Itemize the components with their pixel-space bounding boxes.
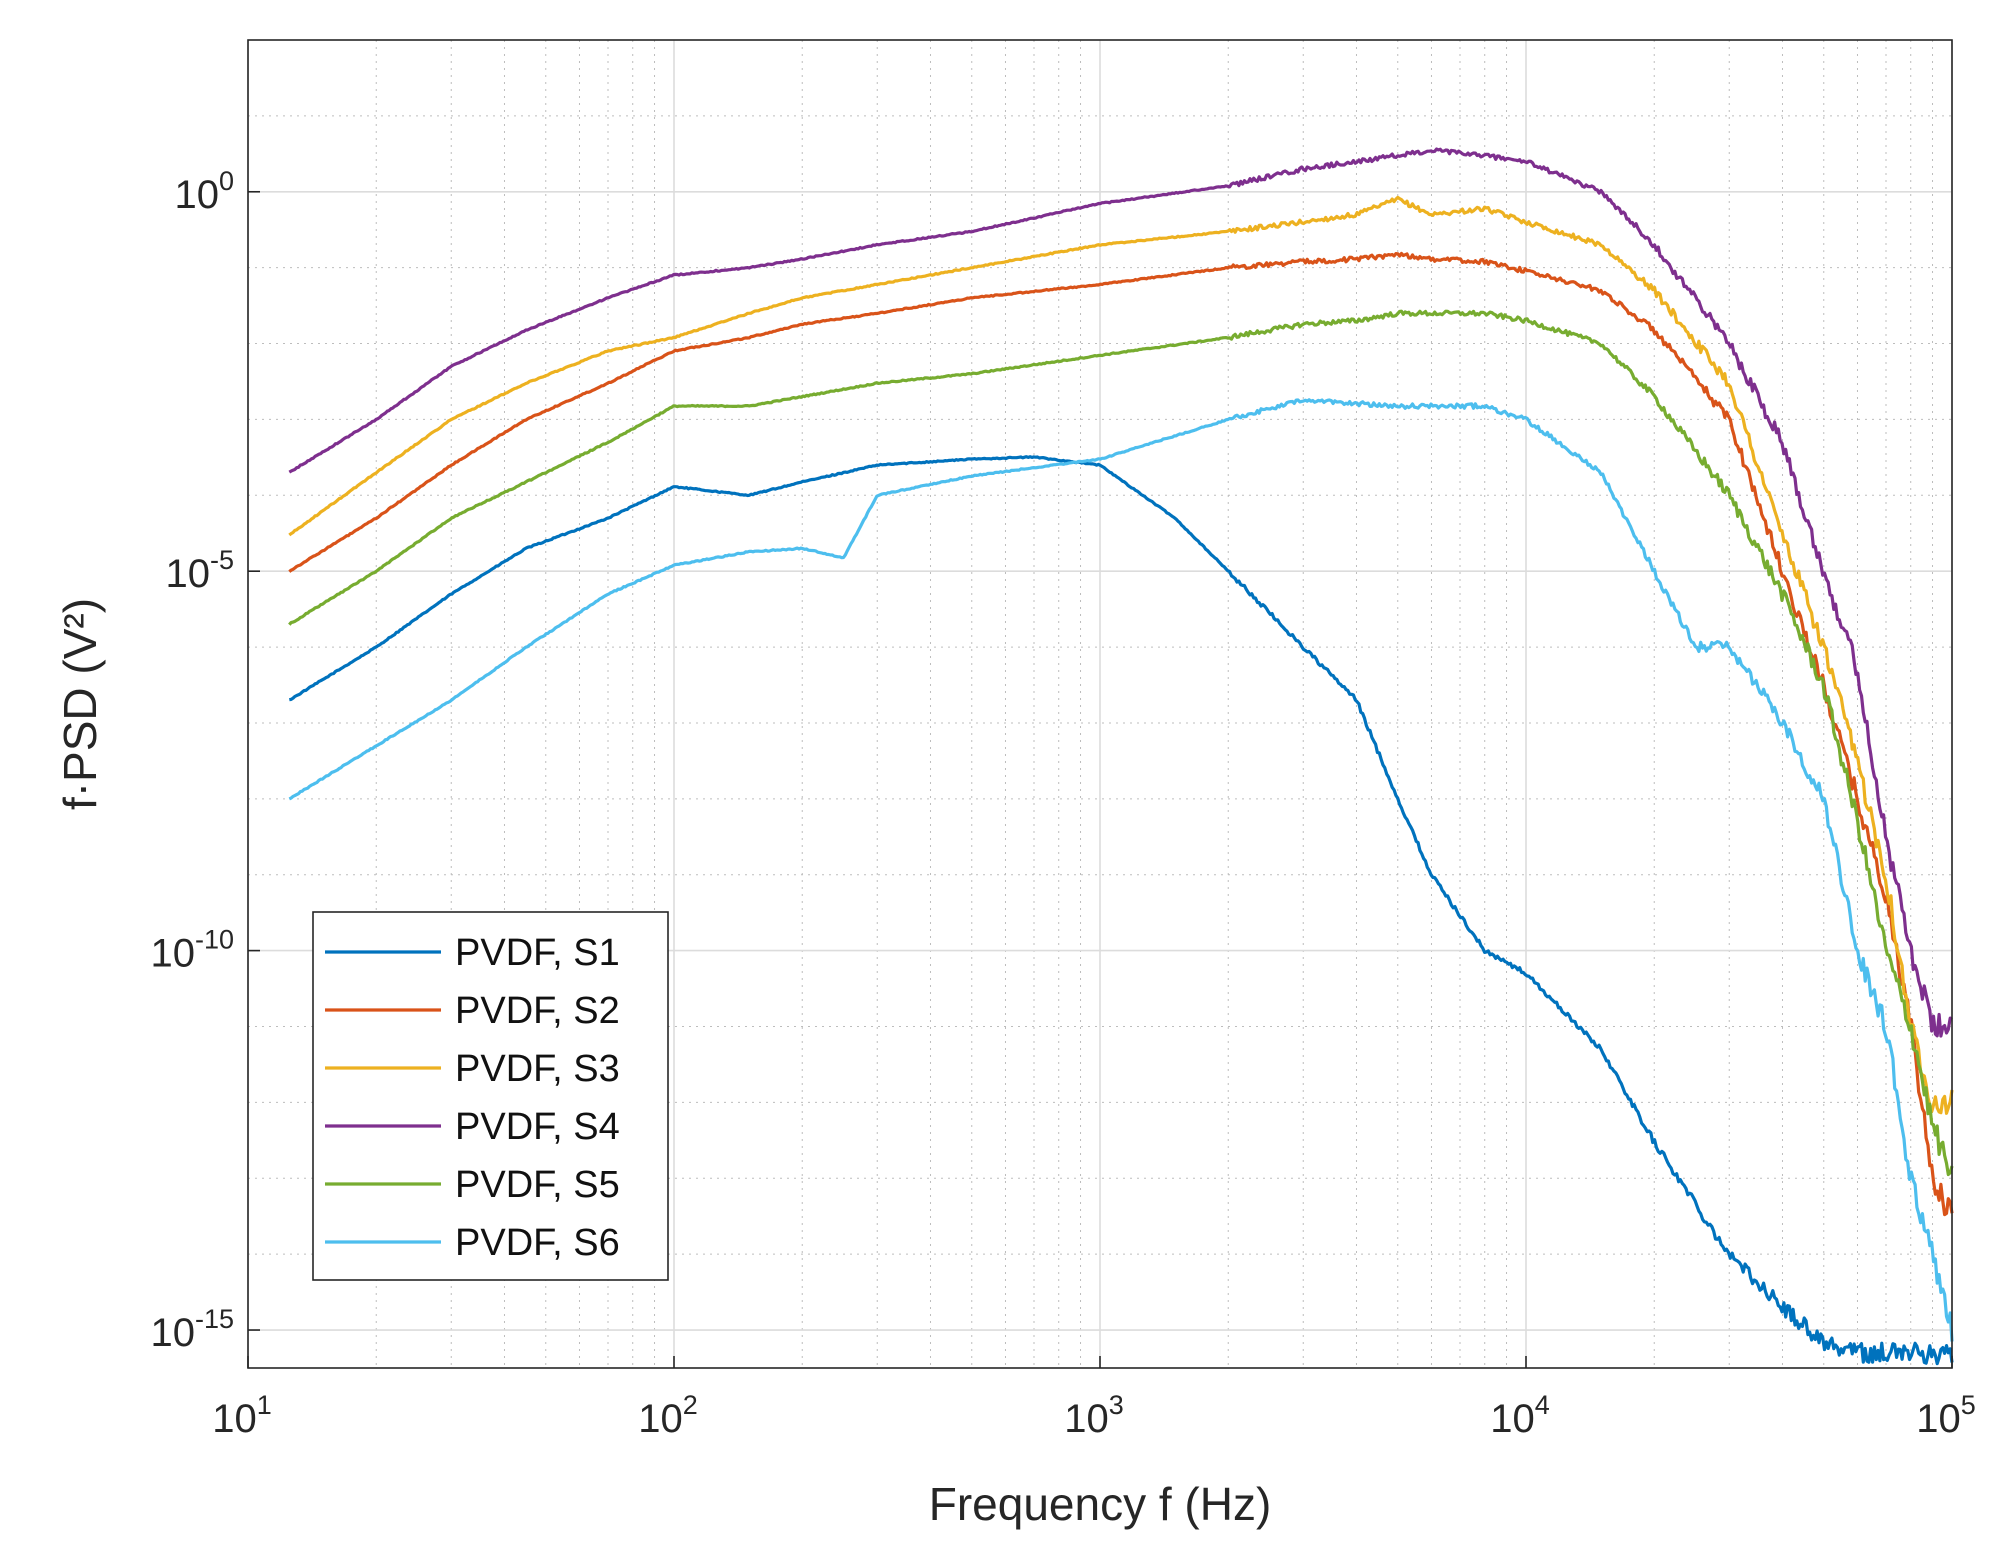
y-axis-label: f·PSD (V²) (54, 598, 106, 810)
series-line-5 (288, 309, 1954, 1177)
x-tick-label: 101 (212, 1390, 272, 1441)
legend-label-5: PVDF, S5 (455, 1164, 620, 1206)
series-line-4 (288, 147, 1953, 1038)
x-tick-label: 103 (1064, 1390, 1124, 1441)
x-tick-label: 102 (638, 1390, 698, 1441)
series-line-1 (289, 455, 1954, 1366)
legend-label-1: PVDF, S1 (455, 932, 620, 974)
legend-label-6: PVDF, S6 (455, 1222, 620, 1264)
x-tick-labels: 101 102 103 104 105 (212, 1356, 1976, 1441)
x-tick-label: 104 (1490, 1390, 1550, 1441)
series-line-3 (288, 195, 1954, 1115)
legend: PVDF, S1 PVDF, S2 PVDF, S3 PVDF, S4 PVDF, S5… (312, 911, 669, 1281)
y-tick-label: 10-15 (150, 1304, 234, 1355)
legend-label-4: PVDF, S4 (455, 1106, 620, 1148)
series-line-6 (288, 398, 1954, 1342)
series-line-2 (288, 251, 1954, 1217)
y-tick-labels: 10-15 10-10 10-5 100 (150, 166, 260, 1355)
legend-label-2: PVDF, S2 (455, 990, 620, 1032)
y-tick-label: 10-5 (165, 545, 234, 596)
y-tick-label: 100 (174, 166, 234, 217)
legend-box (312, 911, 669, 1281)
x-tick-label: 105 (1916, 1390, 1976, 1441)
y-tick-label: 10-10 (150, 925, 234, 976)
legend-label-3: PVDF, S3 (455, 1048, 620, 1090)
x-axis-label: Frequency f (Hz) (929, 1478, 1272, 1530)
series-group (288, 147, 1954, 1366)
